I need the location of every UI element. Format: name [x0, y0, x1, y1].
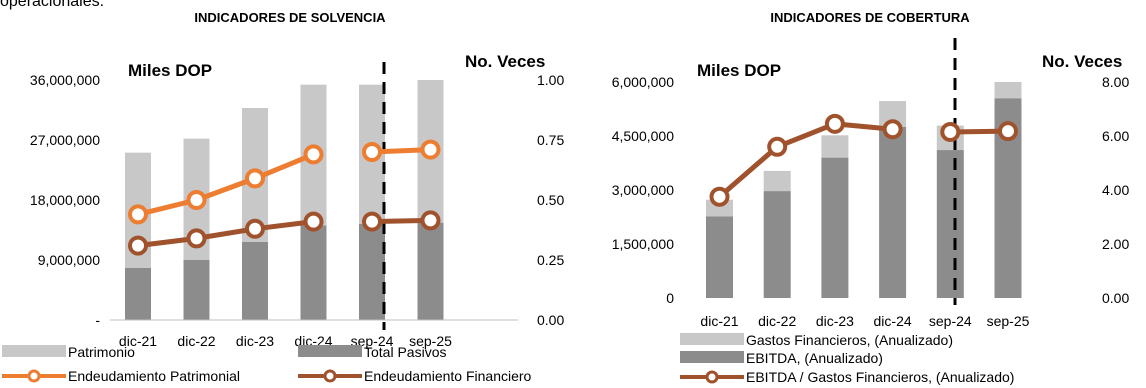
left-tick-label: 9,000,000 — [38, 252, 100, 268]
legend-label: EBITDA / Gastos Financieros, (Anualizado… — [746, 369, 1014, 385]
series-point — [882, 119, 903, 140]
left-tick-label: 1,500,000 — [612, 236, 674, 252]
left-tick-label: 6,000,000 — [612, 74, 674, 90]
right-tick-label: 8.00 — [1102, 74, 1129, 90]
left-tick-label: - — [95, 312, 100, 328]
chart-title: INDICADORES DE COBERTURA — [770, 10, 970, 25]
legend-swatch — [298, 345, 362, 357]
right-tick-label: 0.50 — [537, 192, 564, 208]
bar-top-segment — [763, 170, 791, 192]
legend-label: Endeudamiento Patrimonial — [68, 368, 240, 384]
category-label: dic-22 — [177, 333, 215, 349]
legend-label: Endeudamiento Financiero — [364, 368, 532, 384]
series-point — [824, 113, 845, 134]
series-point — [128, 204, 148, 225]
bar-top-segment — [994, 82, 1022, 99]
left-axis-title: Miles DOP — [697, 61, 781, 80]
series-line — [717, 121, 893, 199]
series-point — [186, 228, 207, 249]
bar-bottom-segment — [125, 268, 151, 320]
legend-label: EBITDA, (Anualizado) — [746, 350, 883, 366]
left-tick-label: 36,000,000 — [30, 72, 100, 88]
series-point — [245, 168, 265, 189]
bar-top-segment — [821, 135, 849, 158]
category-label: dic-23 — [236, 333, 274, 349]
right-axis-title: No. Veces — [1042, 52, 1122, 71]
left-tick-label: 27,000,000 — [30, 132, 100, 148]
bar-bottom-segment — [242, 242, 268, 320]
bar-bottom-segment — [879, 127, 907, 298]
series-point — [245, 218, 265, 239]
right-tick-label: 0.25 — [537, 252, 564, 268]
bar-bottom-segment — [359, 224, 385, 320]
category-label: dic-21 — [700, 313, 738, 329]
bar-bottom-segment — [300, 225, 327, 320]
legend-label: Gastos Financieros, (Anualizado) — [746, 332, 953, 348]
chart-title: INDICADORES DE SOLVENCIA — [194, 10, 386, 25]
series-line — [137, 152, 315, 217]
category-label: sep-24 — [929, 313, 972, 329]
category-label: dic-24 — [874, 313, 912, 329]
left-tick-label: 0 — [666, 290, 674, 306]
bar-bottom-segment — [821, 157, 849, 298]
right-axis-title: No. Veces — [465, 52, 545, 71]
category-label: dic-21 — [119, 333, 157, 349]
category-label: dic-23 — [816, 313, 854, 329]
right-tick-label: 0.00 — [537, 312, 564, 328]
left-tick-label: 4,500,000 — [612, 128, 674, 144]
right-tick-label: 0.00 — [1102, 290, 1129, 306]
category-label: sep-25 — [409, 333, 452, 349]
right-tick-label: 4.00 — [1102, 182, 1129, 198]
bar-bottom-segment — [183, 260, 210, 320]
series-point — [940, 121, 961, 142]
page-snippet-text: operacionales: — [0, 0, 105, 10]
bar-bottom-segment — [763, 191, 791, 298]
left-axis-title: Miles DOP — [128, 61, 212, 80]
left-tick-label: 3,000,000 — [612, 182, 674, 198]
series-point — [186, 190, 207, 210]
legend-label: Patrimonio — [68, 344, 135, 360]
bar-bottom-segment — [936, 150, 964, 298]
right-tick-label: 0.75 — [537, 132, 564, 148]
legend-marker — [323, 369, 337, 383]
series-line — [137, 219, 314, 249]
category-label: dic-22 — [758, 313, 796, 329]
series-point — [420, 210, 441, 231]
legend-marker — [705, 370, 719, 384]
right-tick-label: 6.00 — [1102, 128, 1129, 144]
legend-swatch — [680, 333, 744, 345]
right-tick-label: 2.00 — [1102, 236, 1129, 252]
series-point — [767, 136, 788, 157]
series-point — [420, 139, 441, 160]
series-point — [303, 211, 324, 232]
category-label: sep-25 — [987, 313, 1030, 329]
right-tick-label: 1.00 — [537, 72, 564, 88]
series-point — [998, 121, 1018, 142]
legend-swatch — [680, 351, 744, 363]
legend-marker — [27, 369, 41, 383]
series-point — [362, 142, 382, 162]
series-point — [303, 144, 324, 165]
series-point — [128, 235, 148, 256]
legend-label: Total Pasivos — [364, 344, 446, 360]
bar-bottom-segment — [417, 222, 444, 320]
legend-swatch — [2, 345, 66, 357]
left-tick-label: 18,000,000 — [30, 192, 100, 208]
series-point — [709, 186, 730, 207]
bar-bottom-segment — [706, 216, 733, 298]
series-point — [362, 211, 382, 232]
